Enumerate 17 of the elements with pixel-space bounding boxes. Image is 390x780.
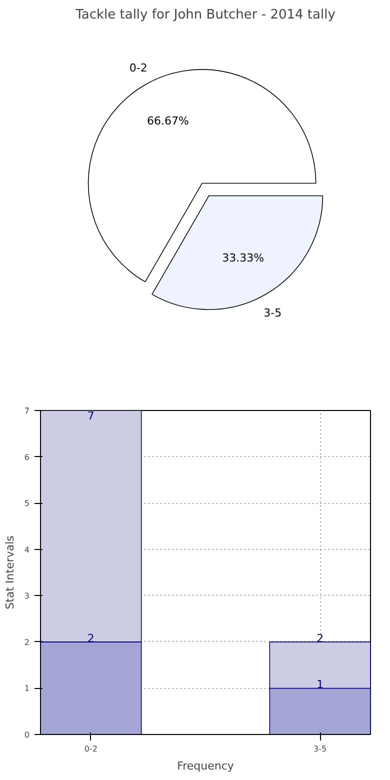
- data-label: 33.33%: [222, 252, 264, 265]
- y-tick-label: 7: [24, 406, 30, 416]
- y-tick-label: 3: [24, 592, 30, 601]
- slice-label: 0-2: [129, 61, 148, 74]
- y-tick-label: 1: [24, 684, 30, 694]
- chart-title: Tackle tally for John Butcher - 2014 tally: [74, 8, 336, 22]
- slice-label: 3-5: [264, 306, 282, 320]
- data-label: 66.67%: [146, 114, 189, 128]
- data-label: 1: [316, 678, 324, 692]
- x-axis-title: Frequency: [177, 760, 234, 772]
- y-tick-label: 6: [24, 452, 30, 462]
- y-tick-label: 0: [24, 730, 30, 740]
- y-tick-label: 2: [24, 638, 30, 647]
- total-label: 7: [87, 410, 94, 422]
- y-axis-title: Stat Intervals: [3, 535, 16, 610]
- y-tick-label: 5: [24, 499, 30, 508]
- y-tick-label: 4: [24, 545, 30, 554]
